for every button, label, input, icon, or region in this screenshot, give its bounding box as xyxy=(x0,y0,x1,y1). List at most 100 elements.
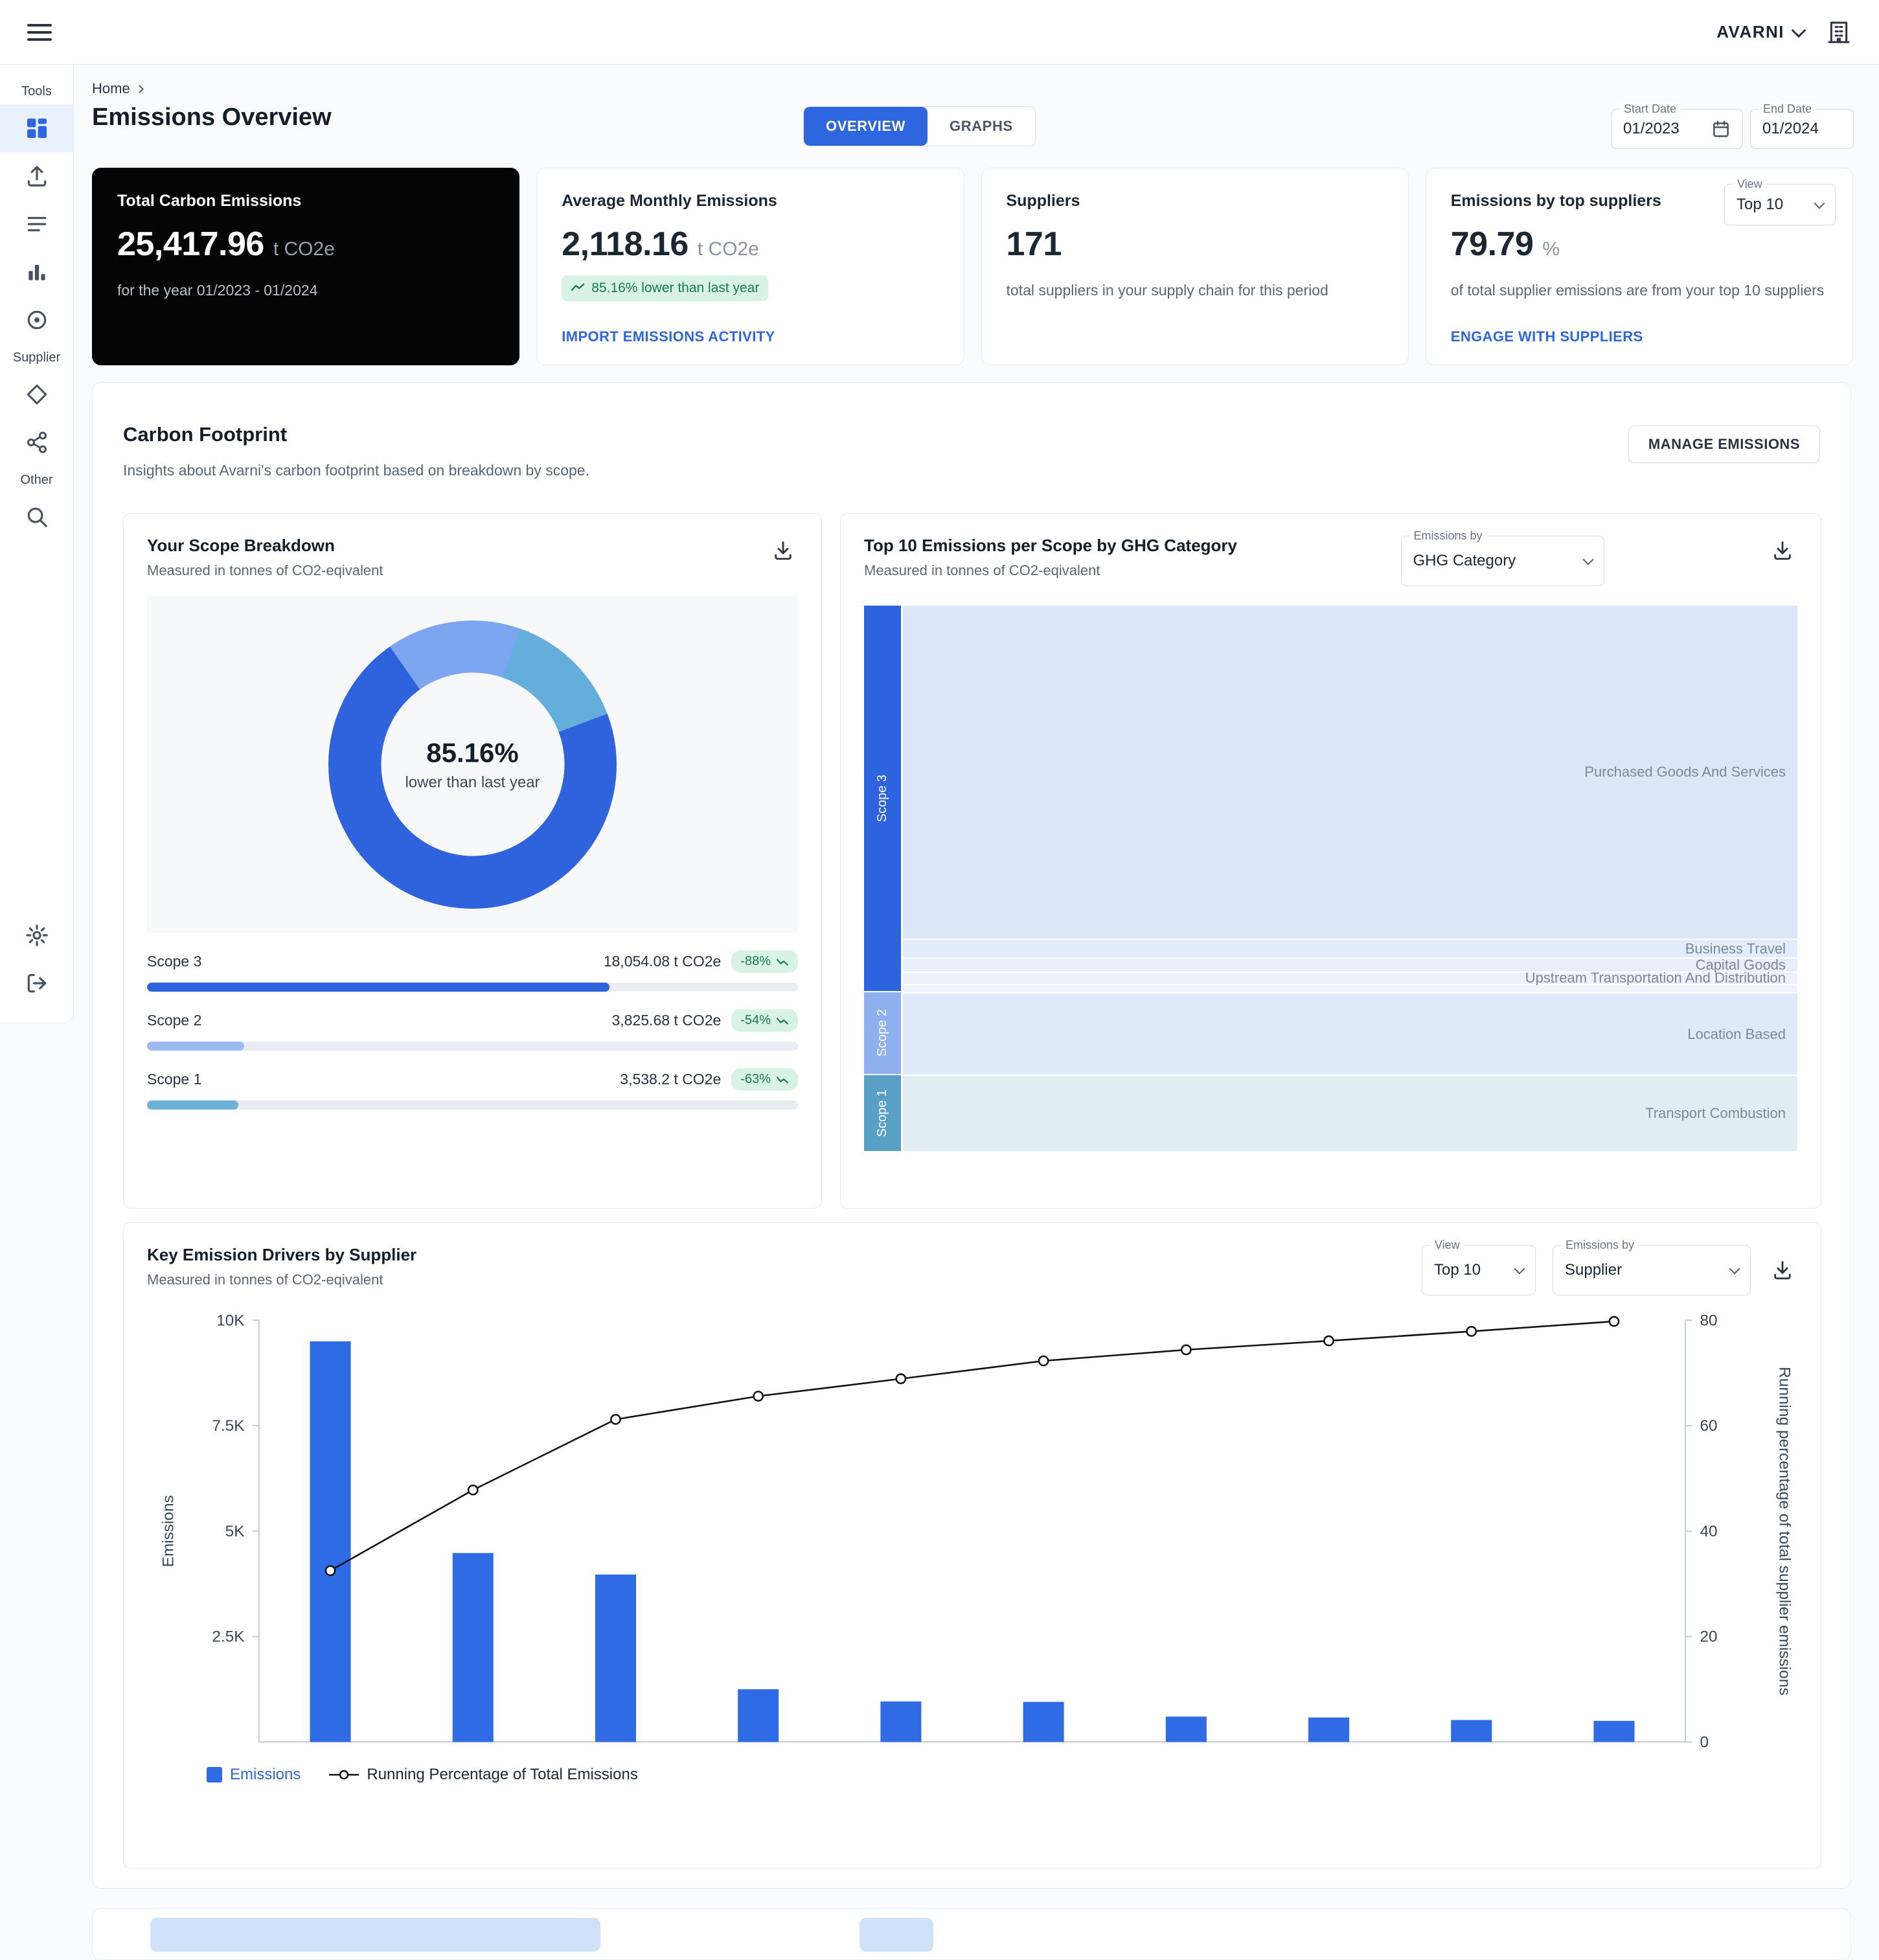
ghg-category-panel: Top 10 Emissions per Scope by GHG Catego… xyxy=(840,513,1821,1209)
sidebar-item-dashboard[interactable] xyxy=(0,104,74,152)
sidebar-item-list[interactable] xyxy=(0,200,74,248)
top-suppliers-caption: of total supplier emissions are from you… xyxy=(1450,282,1825,299)
pareto-marker xyxy=(753,1391,764,1402)
sidebar-item-search[interactable] xyxy=(0,493,74,541)
scope-change-text: -54% xyxy=(740,1013,771,1027)
pareto-marker xyxy=(1466,1326,1477,1337)
y-left-tick: 10K xyxy=(216,1312,244,1329)
end-date-value: 01/2024 xyxy=(1762,120,1819,137)
sidebar-item-upload[interactable] xyxy=(0,152,74,200)
tab-overview[interactable]: OVERVIEW xyxy=(804,107,928,146)
building-icon[interactable] xyxy=(1826,19,1852,45)
scope-donut-box: 85.16% lower than last year xyxy=(147,596,798,933)
end-date-input[interactable]: End Date 01/2024 xyxy=(1750,102,1854,149)
scope-breakdown-panel: Your Scope Breakdown Measured in tonnes … xyxy=(123,513,822,1209)
scope-name: Scope 1 xyxy=(147,1071,202,1088)
pareto-bar xyxy=(880,1701,922,1742)
scope-name: Scope 2 xyxy=(147,1012,202,1029)
ghg-category-band: Capital Goods xyxy=(903,957,1797,972)
drivers-title: Key Emission Drivers by Supplier xyxy=(147,1245,417,1264)
donut-center-caption: lower than last year xyxy=(405,773,540,791)
stat-cards-row: Total Carbon Emissions 25,417.96 t CO2e … xyxy=(92,168,1853,365)
scope-bar-track xyxy=(147,1100,798,1110)
sidebar-item-supplier-hub[interactable] xyxy=(0,370,74,418)
sidebar-item-settings[interactable] xyxy=(0,911,74,959)
calendar-icon[interactable] xyxy=(1711,119,1731,139)
pareto-marker xyxy=(895,1373,907,1385)
suppliers-card: Suppliers 171 total suppliers in your su… xyxy=(981,168,1409,365)
suppliers-title: Suppliers xyxy=(1006,192,1080,210)
scope-donut-center: 85.16% lower than last year xyxy=(381,672,564,856)
sidebar-item-logout[interactable] xyxy=(0,959,74,1007)
scope-row-3: Scope 3 18,054.08 t CO2e -88% xyxy=(147,950,798,992)
chevron-down-icon xyxy=(1791,23,1806,38)
ghg-scope-block: Scope 2 xyxy=(864,992,901,1074)
scope-value: 3,825.68 t CO2e xyxy=(611,1012,722,1029)
pareto-bar xyxy=(1023,1702,1064,1742)
page-title: Emissions Overview xyxy=(92,104,332,131)
download-icon[interactable] xyxy=(1768,536,1797,565)
sidebar-item-targets[interactable] xyxy=(0,296,74,344)
chevron-down-icon xyxy=(1814,198,1825,209)
download-icon[interactable] xyxy=(768,536,798,565)
ghg-scope-col: Scope 3 Scope 2 Scope 1 xyxy=(864,606,901,1151)
pareto-svg: 10K 7.5K 5K 2.5K 80 60 40 20 0 Emissions Running p… xyxy=(160,1312,1794,1751)
suppliers-count: 171 xyxy=(1006,225,1062,263)
sidebar-section-tools: Tools xyxy=(21,84,52,98)
tab-graphs[interactable]: GRAPHS xyxy=(949,118,1013,134)
download-icon[interactable] xyxy=(1768,1255,1797,1285)
top-suppliers-view-select[interactable]: View Top 10 xyxy=(1724,177,1836,225)
y-right-tick: 20 xyxy=(1700,1628,1717,1646)
suppliers-caption: total suppliers in your supply chain for… xyxy=(1006,282,1328,299)
manage-emissions-button[interactable]: MANAGE EMISSIONS xyxy=(1628,426,1820,463)
y-left-tick: 2.5K xyxy=(212,1628,244,1646)
diamond-icon xyxy=(27,384,47,405)
breadcrumb[interactable]: Home xyxy=(92,80,144,97)
ghg-category-band: Business Travel xyxy=(903,940,1797,957)
top-suppliers-card: Emissions by top suppliers View Top 10 7… xyxy=(1425,168,1853,365)
account-menu[interactable]: AVARNI xyxy=(1716,22,1806,42)
drivers-view-select[interactable]: View Top 10 xyxy=(1422,1238,1536,1295)
ghg-category-band: Location Based xyxy=(903,994,1797,1075)
y-left-tick: 5K xyxy=(225,1523,245,1540)
drivers-emissions-by-select[interactable]: Emissions by Supplier xyxy=(1553,1238,1751,1295)
engage-suppliers-link[interactable]: ENGAGE WITH SUPPLIERS xyxy=(1450,328,1643,345)
top-suppliers-pct: 79.79 xyxy=(1450,225,1534,263)
legend-emissions: Emissions xyxy=(207,1766,301,1784)
scope-bar-track xyxy=(147,983,798,992)
import-emissions-link[interactable]: IMPORT EMISSIONS ACTIVITY xyxy=(562,328,775,345)
pareto-marker xyxy=(1180,1344,1192,1356)
pareto-bar xyxy=(452,1553,494,1742)
drivers-emissions-by-label: Emissions by xyxy=(1561,1238,1639,1252)
menu-icon[interactable] xyxy=(27,19,52,45)
chart-legend: Emissions Running Percentage of Total Em… xyxy=(207,1766,1797,1784)
donut-center-value: 85.16% xyxy=(426,737,519,768)
next-section-card xyxy=(92,1908,1851,1960)
start-date-input[interactable]: Start Date 01/2023 xyxy=(1611,102,1743,149)
carbon-footprint-subtitle: Insights about Avarni's carbon footprint… xyxy=(123,462,589,479)
view-select-value: Top 10 xyxy=(1737,196,1784,213)
sidebar-item-analytics[interactable] xyxy=(0,248,74,296)
y-right-tick: 60 xyxy=(1700,1417,1717,1435)
pareto-marker xyxy=(1323,1335,1334,1347)
scope-row-2: Scope 2 3,825.68 t CO2e -54% xyxy=(147,1009,798,1051)
scope-donut: 85.16% lower than last year xyxy=(328,620,617,909)
ghg-groupby-select[interactable]: Emissions by GHG Category xyxy=(1400,529,1604,586)
total-emissions-card: Total Carbon Emissions 25,417.96 t CO2e … xyxy=(92,168,520,365)
ghg-bands: Purchased Goods And Services Business Tra… xyxy=(903,606,1797,1151)
start-date-label: Start Date xyxy=(1619,102,1681,116)
scope-change-badge: -63% xyxy=(731,1068,798,1091)
ghg-category-band: Upstream Transportation And Distribution xyxy=(903,971,1797,985)
scope-bar-track xyxy=(147,1042,798,1051)
start-date-value: 01/2023 xyxy=(1623,120,1680,137)
carbon-footprint-card: Carbon Footprint Insights about Avarni's… xyxy=(92,382,1851,1889)
sidebar-item-share[interactable] xyxy=(0,418,74,466)
ghg-groupby-value: GHG Category xyxy=(1413,552,1516,569)
total-emissions-period: for the year 01/2023 - 01/2024 xyxy=(117,282,318,299)
pareto-bar xyxy=(1451,1720,1492,1742)
pareto-bar xyxy=(1165,1716,1207,1742)
breadcrumb-home-link[interactable]: Home xyxy=(92,80,130,97)
scope-change-text: -88% xyxy=(740,954,771,968)
pareto-bar xyxy=(310,1341,351,1742)
total-emissions-value: 25,417.96 xyxy=(117,225,264,263)
